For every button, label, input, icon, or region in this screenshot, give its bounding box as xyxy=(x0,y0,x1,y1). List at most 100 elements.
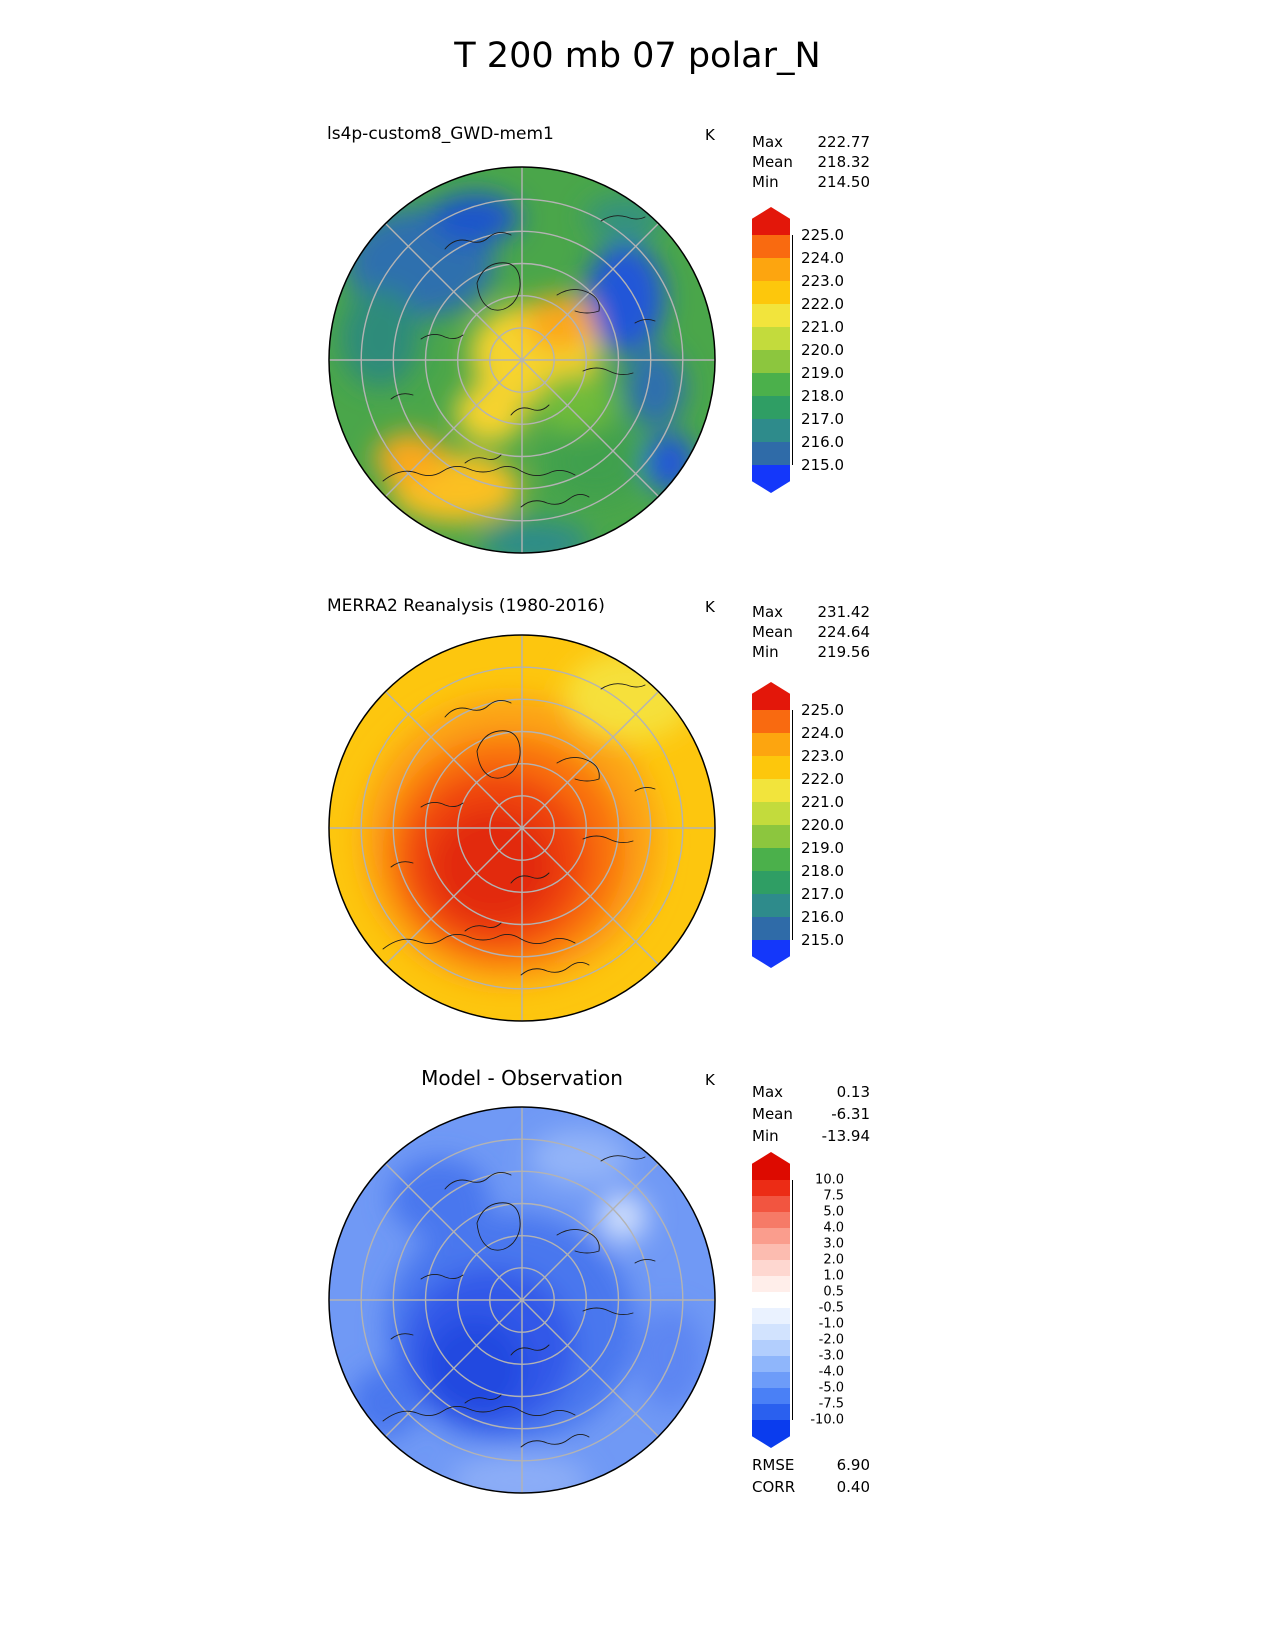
stat-label: Mean xyxy=(752,623,793,641)
colorbar-tick-label: 2.0 xyxy=(823,1252,844,1268)
stat-value: 218.32 xyxy=(817,153,871,171)
colorbar-tick-label: 10.0 xyxy=(815,1172,844,1188)
stat-value: 224.64 xyxy=(817,623,871,641)
panel3-colorbar: 10.0 7.5 5.0 4.0 3.0 2.0 1.0 0.5 -0.5 -1.0 -2.0 -3.… xyxy=(752,1152,864,1448)
colorbar-tick-label: 216.0 xyxy=(801,433,844,451)
stat-label: Mean xyxy=(752,153,793,171)
colorbar-band xyxy=(752,1404,790,1420)
colorbar-axis-line xyxy=(792,710,793,940)
reanalysis-field-shading xyxy=(360,651,695,986)
stat-value: 0.40 xyxy=(836,1478,870,1496)
colorbar-band xyxy=(752,1260,790,1276)
colorbar-tick-label: 0.5 xyxy=(823,1284,844,1300)
colorbar-tick-label: 221.0 xyxy=(801,793,844,811)
stat-value: 222.77 xyxy=(817,133,871,151)
stat-row: Min 214.50 xyxy=(752,172,870,192)
panel3-stats: Max 0.13 Mean -6.31 Min -13.94 xyxy=(752,1081,870,1147)
colorbar-band xyxy=(752,894,790,917)
panel1-title: ls4p-custom8_GWD-mem1 xyxy=(327,124,554,144)
colorbar-under-arrow xyxy=(752,940,790,968)
colorbar-tick-label: 219.0 xyxy=(801,839,844,857)
colorbar-band xyxy=(752,733,790,756)
map-boundary xyxy=(328,634,716,1022)
colorbar-band xyxy=(752,1388,790,1404)
colorbar-tick-label: -7.5 xyxy=(818,1396,844,1412)
panel2-unit-label: K xyxy=(705,598,715,616)
colorbar-tick-label: 1.0 xyxy=(823,1268,844,1284)
colorbar-band xyxy=(752,373,790,396)
stat-value: -13.94 xyxy=(821,1127,870,1145)
stat-row: Max 0.13 xyxy=(752,1081,870,1103)
colorbar-tick-label: 221.0 xyxy=(801,318,844,336)
colorbar-axis-line xyxy=(792,1180,793,1420)
stat-label: Max xyxy=(752,133,784,151)
stat-label: RMSE xyxy=(752,1456,795,1474)
panel2-title: MERRA2 Reanalysis (1980-2016) xyxy=(327,596,605,616)
stat-label: Max xyxy=(752,603,784,621)
panel1-colorbar: 225.0 224.0 223.0 222.0 221.0 220.0 219.0 218.0… xyxy=(752,207,864,493)
stat-row: CORR 0.40 xyxy=(752,1476,870,1498)
colorbar-tick-label: 220.0 xyxy=(801,341,844,359)
stat-row: Max 231.42 xyxy=(752,602,870,622)
colorbar-tick-label: 225.0 xyxy=(801,226,844,244)
colorbar-band xyxy=(752,281,790,304)
stat-value: 231.42 xyxy=(817,603,871,621)
colorbar-tick-label: 217.0 xyxy=(801,885,844,903)
panel2-stats: Max 231.42 Mean 224.64 Min 219.56 xyxy=(752,602,870,662)
colorbar-band xyxy=(752,396,790,419)
colorbar-band xyxy=(752,258,790,281)
colorbar-tick-label: 7.5 xyxy=(823,1188,844,1204)
map-boundary xyxy=(328,1106,716,1494)
colorbar-band xyxy=(752,848,790,871)
stat-row: Mean 218.32 xyxy=(752,152,870,172)
colorbar-tick-label: -1.0 xyxy=(818,1316,844,1332)
colorbar-band xyxy=(752,756,790,779)
stat-label: Min xyxy=(752,1127,779,1145)
stat-label: Max xyxy=(752,1083,784,1101)
colorbar-tick-label: -5.0 xyxy=(818,1380,844,1396)
stat-value: 219.56 xyxy=(817,643,871,661)
colorbar-band xyxy=(752,235,790,258)
polar-map-reanalysis xyxy=(328,634,716,1022)
colorbar-band xyxy=(752,1340,790,1356)
colorbar-tick-label: 225.0 xyxy=(801,701,844,719)
panel1-unit-label: K xyxy=(705,126,715,144)
panel3-unit-label: K xyxy=(705,1071,715,1089)
panel3-skill-scores: RMSE 6.90 CORR 0.40 xyxy=(752,1454,870,1498)
stat-label: Mean xyxy=(752,1105,793,1123)
colorbar-over-arrow xyxy=(752,682,790,710)
colorbar-band xyxy=(752,1196,790,1212)
colorbar-axis-line xyxy=(792,235,793,465)
colorbar-tick-label: 216.0 xyxy=(801,908,844,926)
colorbar-band xyxy=(752,442,790,465)
colorbar-tick-label: 223.0 xyxy=(801,272,844,290)
colorbar-tick-label: 222.0 xyxy=(801,295,844,313)
colorbar-tick-label: 3.0 xyxy=(823,1236,844,1252)
figure-title: T 200 mb 07 polar_N xyxy=(454,36,821,76)
polar-map-model xyxy=(328,166,716,554)
colorbar-band xyxy=(752,825,790,848)
colorbar-tick-label: 4.0 xyxy=(823,1220,844,1236)
colorbar-tick-label: 223.0 xyxy=(801,747,844,765)
stat-row: Max 222.77 xyxy=(752,132,870,152)
stat-value: 214.50 xyxy=(817,173,871,191)
stat-value: -6.31 xyxy=(831,1105,870,1123)
colorbar-tick-label: -3.0 xyxy=(818,1348,844,1364)
colorbar-band xyxy=(752,802,790,825)
colorbar-band xyxy=(752,1244,790,1260)
colorbar-tick-label: 218.0 xyxy=(801,862,844,880)
colorbar-tick-label: -2.0 xyxy=(818,1332,844,1348)
stat-row: Min 219.56 xyxy=(752,642,870,662)
colorbar-band xyxy=(752,871,790,894)
colorbar-band xyxy=(752,917,790,940)
colorbar-band xyxy=(752,1212,790,1228)
colorbar-band xyxy=(752,1292,790,1308)
colorbar-under-arrow xyxy=(752,1420,790,1448)
stat-row: Min -13.94 xyxy=(752,1125,870,1147)
stat-value: 6.90 xyxy=(836,1456,870,1474)
colorbar-band xyxy=(752,419,790,442)
colorbar-band xyxy=(752,1324,790,1340)
stat-label: CORR xyxy=(752,1478,796,1496)
stat-label: Min xyxy=(752,643,779,661)
colorbar-tick-label: 5.0 xyxy=(823,1204,844,1220)
